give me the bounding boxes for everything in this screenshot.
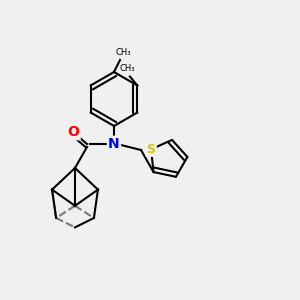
Text: N: N bbox=[108, 137, 120, 151]
Text: CH₃: CH₃ bbox=[119, 64, 135, 74]
Text: O: O bbox=[68, 125, 80, 139]
Text: S: S bbox=[147, 143, 156, 156]
Text: CH₃: CH₃ bbox=[115, 48, 131, 57]
